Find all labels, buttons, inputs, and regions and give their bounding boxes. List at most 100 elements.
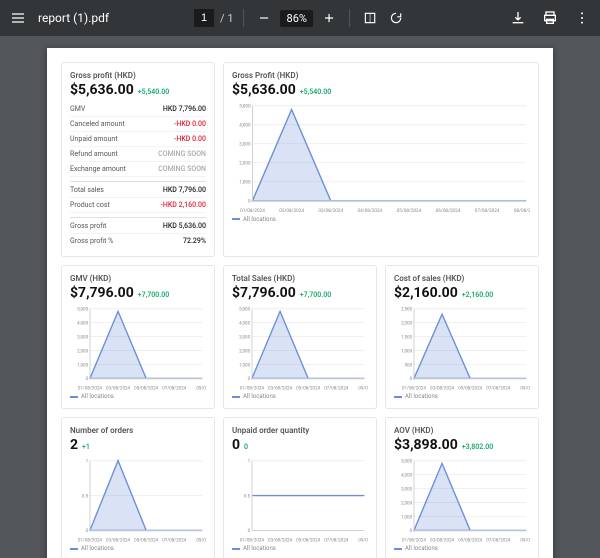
svg-text:05/08/2024: 05/08/2024 bbox=[296, 385, 320, 391]
svg-text:1,000: 1,000 bbox=[239, 362, 251, 368]
pdf-page: Gross profit (HKD) $5,636.00 +5,540.00GM… bbox=[47, 48, 553, 558]
chart-legend: All locations bbox=[232, 545, 368, 552]
card-value: 0 0 bbox=[232, 437, 368, 453]
zoom-in-icon[interactable] bbox=[319, 8, 339, 28]
svg-text:4,000: 4,000 bbox=[77, 320, 89, 326]
card-title: AOV (HKD) bbox=[394, 426, 530, 435]
svg-text:07/08/2024: 07/08/2024 bbox=[324, 385, 348, 391]
svg-text:4,000: 4,000 bbox=[239, 123, 251, 129]
card-delta: +7,700.00 bbox=[300, 291, 331, 299]
svg-text:2,000: 2,000 bbox=[401, 500, 413, 506]
svg-text:2,500: 2,500 bbox=[401, 306, 413, 312]
svg-text:500: 500 bbox=[405, 362, 413, 368]
svg-text:0: 0 bbox=[410, 528, 413, 534]
rotate-icon[interactable] bbox=[386, 8, 406, 28]
card-value: $5,636.00 +5,540.00 bbox=[232, 82, 530, 98]
menu-icon[interactable] bbox=[8, 8, 28, 28]
fit-page-icon[interactable] bbox=[360, 8, 380, 28]
card-title: Gross Profit (HKD) bbox=[232, 71, 530, 80]
svg-text:05/08/2024: 05/08/2024 bbox=[397, 208, 422, 214]
svg-text:03/08/2024: 03/08/2024 bbox=[430, 537, 454, 543]
print-icon[interactable] bbox=[540, 8, 560, 28]
svg-text:3,000: 3,000 bbox=[239, 142, 251, 148]
svg-text:4,000: 4,000 bbox=[401, 473, 413, 479]
svg-text:5,000: 5,000 bbox=[77, 306, 89, 312]
svg-text:03/08/2024: 03/08/2024 bbox=[430, 385, 454, 391]
chart-legend: All locations bbox=[394, 545, 530, 552]
card-value: $7,796.00 +7,700.00 bbox=[70, 285, 206, 301]
svg-text:03/08/2024: 03/08/2024 bbox=[318, 208, 343, 214]
svg-text:09/08: 09/08 bbox=[358, 537, 368, 543]
svg-text:2,000: 2,000 bbox=[239, 348, 251, 354]
svg-text:09/08: 09/08 bbox=[196, 385, 206, 391]
card-value: 2 +1 bbox=[70, 437, 206, 453]
metric-card: Cost of sales (HKD) $2,160.00 +2,160.00 … bbox=[385, 265, 539, 409]
svg-text:1,500: 1,500 bbox=[401, 334, 413, 340]
svg-text:09/08: 09/08 bbox=[520, 537, 530, 543]
svg-text:1,000: 1,000 bbox=[401, 514, 413, 520]
svg-text:07/08/2024: 07/08/2024 bbox=[162, 385, 186, 391]
svg-text:2,000: 2,000 bbox=[77, 348, 89, 354]
pdf-viewport[interactable]: Gross profit (HKD) $5,636.00 +5,540.00GM… bbox=[0, 36, 600, 558]
zoom-percent[interactable]: 86% bbox=[281, 10, 313, 27]
svg-text:3,000: 3,000 bbox=[401, 486, 413, 492]
kv-row: Exchange amountCOMING SOON bbox=[70, 162, 206, 177]
svg-text:07/08/2024: 07/08/2024 bbox=[486, 385, 510, 391]
svg-text:1: 1 bbox=[248, 459, 251, 465]
svg-text:01/08/2024: 01/08/2024 bbox=[240, 208, 265, 214]
chart: 00.5101/08/202403/08/202405/08/202407/08… bbox=[232, 457, 368, 543]
card-title: GMV (HKD) bbox=[70, 274, 206, 283]
svg-text:2,000: 2,000 bbox=[239, 161, 251, 167]
chart: 01,0002,0003,0004,0005,00001/08/202403/0… bbox=[394, 457, 530, 543]
card-delta: 0 bbox=[244, 443, 248, 451]
chart: 05001,0001,5002,0002,50001/08/202403/08/… bbox=[394, 305, 530, 391]
svg-text:03/08/2024: 03/08/2024 bbox=[268, 385, 292, 391]
separator bbox=[349, 9, 350, 27]
chart: 01,0002,0003,0004,0005,00001/08/202402/0… bbox=[232, 102, 530, 214]
chart-legend: All locations bbox=[232, 216, 530, 223]
zoom-out-icon[interactable] bbox=[255, 8, 275, 28]
page-number-input[interactable] bbox=[194, 9, 214, 27]
svg-text:5,000: 5,000 bbox=[239, 104, 251, 110]
svg-text:0.5: 0.5 bbox=[82, 493, 89, 499]
more-icon[interactable] bbox=[572, 8, 592, 28]
kv-row: Gross profitHKD 5,636.00 bbox=[70, 217, 206, 234]
chart-legend: All locations bbox=[394, 393, 530, 400]
file-name: report (1).pdf bbox=[38, 11, 109, 25]
pdf-toolbar: report (1).pdf / 1 86% bbox=[0, 0, 600, 36]
metric-card: GMV (HKD) $7,796.00 +7,700.00 01,0002,00… bbox=[61, 265, 215, 409]
svg-text:07/08/2024: 07/08/2024 bbox=[162, 537, 186, 543]
svg-text:01/08/2024: 01/08/2024 bbox=[78, 385, 102, 391]
svg-text:01/08/2024: 01/08/2024 bbox=[240, 385, 264, 391]
card-delta: +5,540.00 bbox=[138, 88, 169, 96]
svg-text:09/08: 09/08 bbox=[196, 537, 206, 543]
page-total: / 1 bbox=[220, 12, 233, 25]
separator bbox=[244, 9, 245, 27]
svg-text:07/08/2024: 07/08/2024 bbox=[486, 537, 510, 543]
card-delta: +1 bbox=[82, 443, 90, 451]
chart: 00.5101/08/202403/08/202405/08/202407/08… bbox=[70, 457, 206, 543]
card-value: $5,636.00 +5,540.00 bbox=[70, 82, 206, 98]
metric-card: Unpaid order quantity 0 0 00.5101/08/202… bbox=[223, 417, 377, 558]
svg-text:0: 0 bbox=[248, 528, 251, 534]
svg-text:04/08/2024: 04/08/2024 bbox=[357, 208, 382, 214]
download-icon[interactable] bbox=[508, 8, 528, 28]
card-delta: +5,540.00 bbox=[300, 88, 331, 96]
kv-row: Total salesHKD 7,796.00 bbox=[70, 181, 206, 198]
svg-text:0: 0 bbox=[86, 528, 89, 534]
svg-text:01/08/2024: 01/08/2024 bbox=[78, 537, 102, 543]
svg-text:03/08/2024: 03/08/2024 bbox=[268, 537, 292, 543]
svg-text:0: 0 bbox=[248, 199, 251, 205]
svg-text:0: 0 bbox=[410, 376, 413, 382]
svg-text:01/08/2024: 01/08/2024 bbox=[402, 385, 426, 391]
svg-text:08/08/2024: 08/08/2024 bbox=[514, 208, 530, 214]
kv-row: GMVHKD 7,796.00 bbox=[70, 102, 206, 117]
svg-text:06/08/2024: 06/08/2024 bbox=[436, 208, 461, 214]
chart: 01,0002,0003,0004,0005,00001/08/202403/0… bbox=[232, 305, 368, 391]
svg-text:5,000: 5,000 bbox=[239, 306, 251, 312]
card-delta: +3,802.00 bbox=[462, 443, 493, 451]
svg-text:1,000: 1,000 bbox=[239, 180, 251, 186]
svg-text:0: 0 bbox=[86, 376, 89, 382]
svg-text:0.5: 0.5 bbox=[244, 493, 251, 499]
gross-profit-chart-card: Gross Profit (HKD) $5,636.00 +5,540.00 0… bbox=[223, 62, 539, 257]
